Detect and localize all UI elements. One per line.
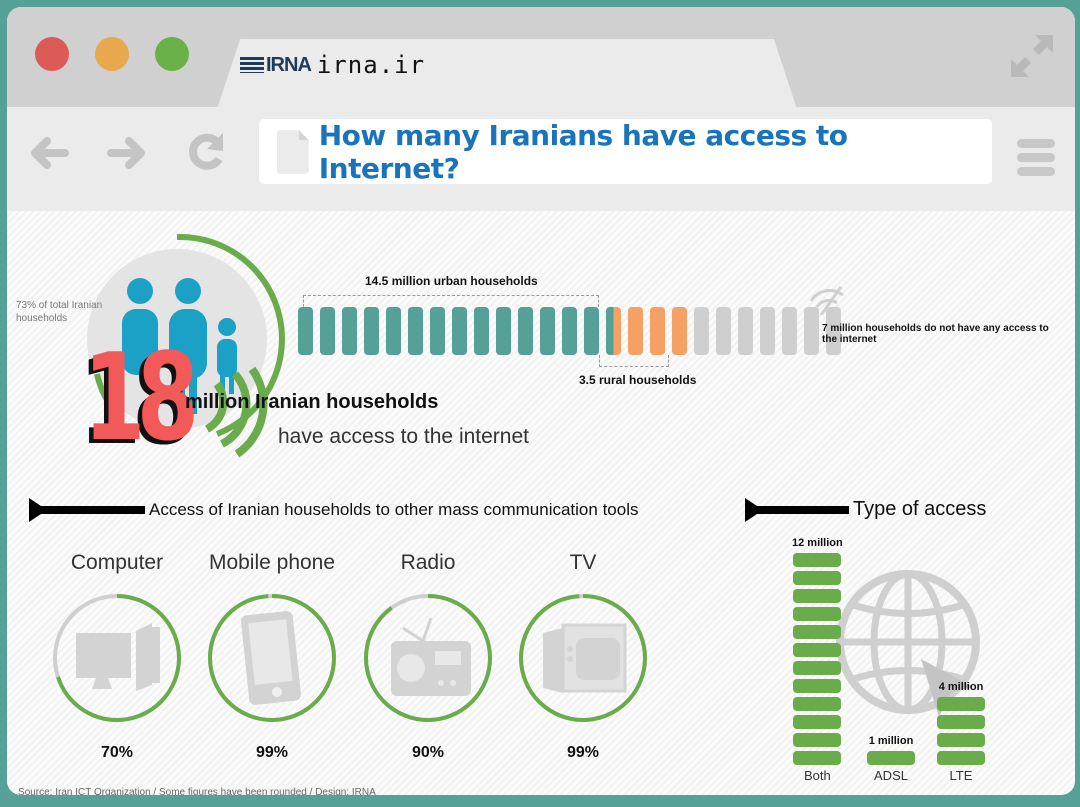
tool-value: 99% (255, 744, 289, 761)
urban-label: 14.5 million urban households (365, 274, 538, 288)
share-note: 73% of total Iranian households (16, 300, 103, 324)
close-window-dot[interactable] (35, 37, 69, 71)
tool-label: TV (569, 551, 597, 574)
headline-bold: million Iranian households (185, 391, 439, 413)
stack-value: 4 million (938, 681, 984, 693)
infographic-content: 73% of total Iranian households 18 milli… (7, 211, 1075, 795)
radio-ring (364, 594, 492, 722)
rural-bracket (599, 355, 669, 367)
minimize-window-dot[interactable] (95, 37, 129, 71)
resize-icon[interactable] (1011, 35, 1053, 77)
back-arrow-icon[interactable] (25, 129, 73, 177)
tv-icon (543, 623, 627, 693)
tool-label: Computer (70, 551, 164, 574)
tool-label: Radio (400, 551, 456, 574)
irna-logo-icon (240, 57, 264, 73)
irna-logo-text: IRNA (266, 53, 312, 76)
rural-label: 3.5 rural households (579, 373, 697, 387)
stack-category: Both (804, 768, 831, 783)
computer-ring (53, 594, 181, 722)
hamburger-menu-icon[interactable] (1017, 139, 1055, 179)
maximize-window-dot[interactable] (155, 37, 189, 71)
arrow-icon (29, 498, 145, 522)
urban-bracket (303, 295, 599, 307)
tv-ring (519, 594, 647, 722)
cursor-icon (921, 659, 973, 717)
no-access-label: 7 million households do not have any acc… (822, 323, 1049, 345)
document-icon (277, 129, 309, 174)
title-bar: IRNA irna.ir (7, 7, 1075, 109)
forward-arrow-icon[interactable] (103, 129, 151, 177)
globe-icon (836, 570, 980, 717)
stack-value: 1 million (868, 735, 914, 747)
tools-section-header: Access of Iranian households to other ma… (29, 498, 639, 522)
access-stack-both: 12 million Both (792, 537, 843, 783)
access-stack-adsl: 1 million ADSL (867, 735, 915, 783)
tool-tv: TV 99% (508, 551, 658, 762)
stack-value: 12 million (792, 537, 843, 549)
tool-value: 99% (566, 744, 600, 761)
access-section-title: Type of access (853, 498, 987, 520)
arrow-icon (745, 497, 849, 522)
page-title: How many Iranians have access to Interne… (318, 118, 848, 185)
tab-url: irna.ir (316, 51, 426, 79)
stack-category: ADSL (874, 768, 908, 783)
tab-logo: IRNA irna.ir (240, 51, 425, 79)
address-bar[interactable]: How many Iranians have access to Interne… (259, 118, 992, 185)
reload-icon[interactable] (183, 129, 231, 177)
access-stack-lte: 4 million LTE (937, 681, 985, 783)
browser-window: IRNA irna.ir How many Iranians have acce… (7, 7, 1075, 795)
tool-radio: Radio 90% (353, 551, 503, 762)
no-wifi-icon (809, 286, 844, 315)
computer-icon (76, 623, 160, 691)
mobile-phone-icon (241, 611, 301, 705)
family-icon (122, 278, 237, 414)
access-section-header: Type of access (745, 497, 987, 522)
browser-tab[interactable] (217, 39, 797, 109)
mobile-phone-ring (208, 594, 336, 722)
source-footer: Source: Iran ICT Organization / Some fig… (18, 787, 376, 795)
tools-section-title: Access of Iranian households to other ma… (149, 500, 639, 519)
tool-value: 70% (100, 744, 134, 761)
tool-mobile-phone: Mobile phone 99% (197, 551, 347, 762)
tool-label: Mobile phone (208, 551, 336, 574)
tool-computer: Computer 70% (42, 551, 192, 762)
radio-icon (391, 617, 471, 696)
family-circle-illustration (87, 233, 285, 458)
irna-logo: IRNA (240, 53, 312, 77)
stack-category: LTE (949, 768, 973, 783)
headline-light: have access to the internet (278, 425, 529, 448)
tool-value: 90% (411, 744, 445, 761)
big-number: 18 (83, 329, 199, 468)
households-bars (298, 307, 841, 355)
browser-toolbar: How many Iranians have access to Interne… (7, 107, 1075, 211)
